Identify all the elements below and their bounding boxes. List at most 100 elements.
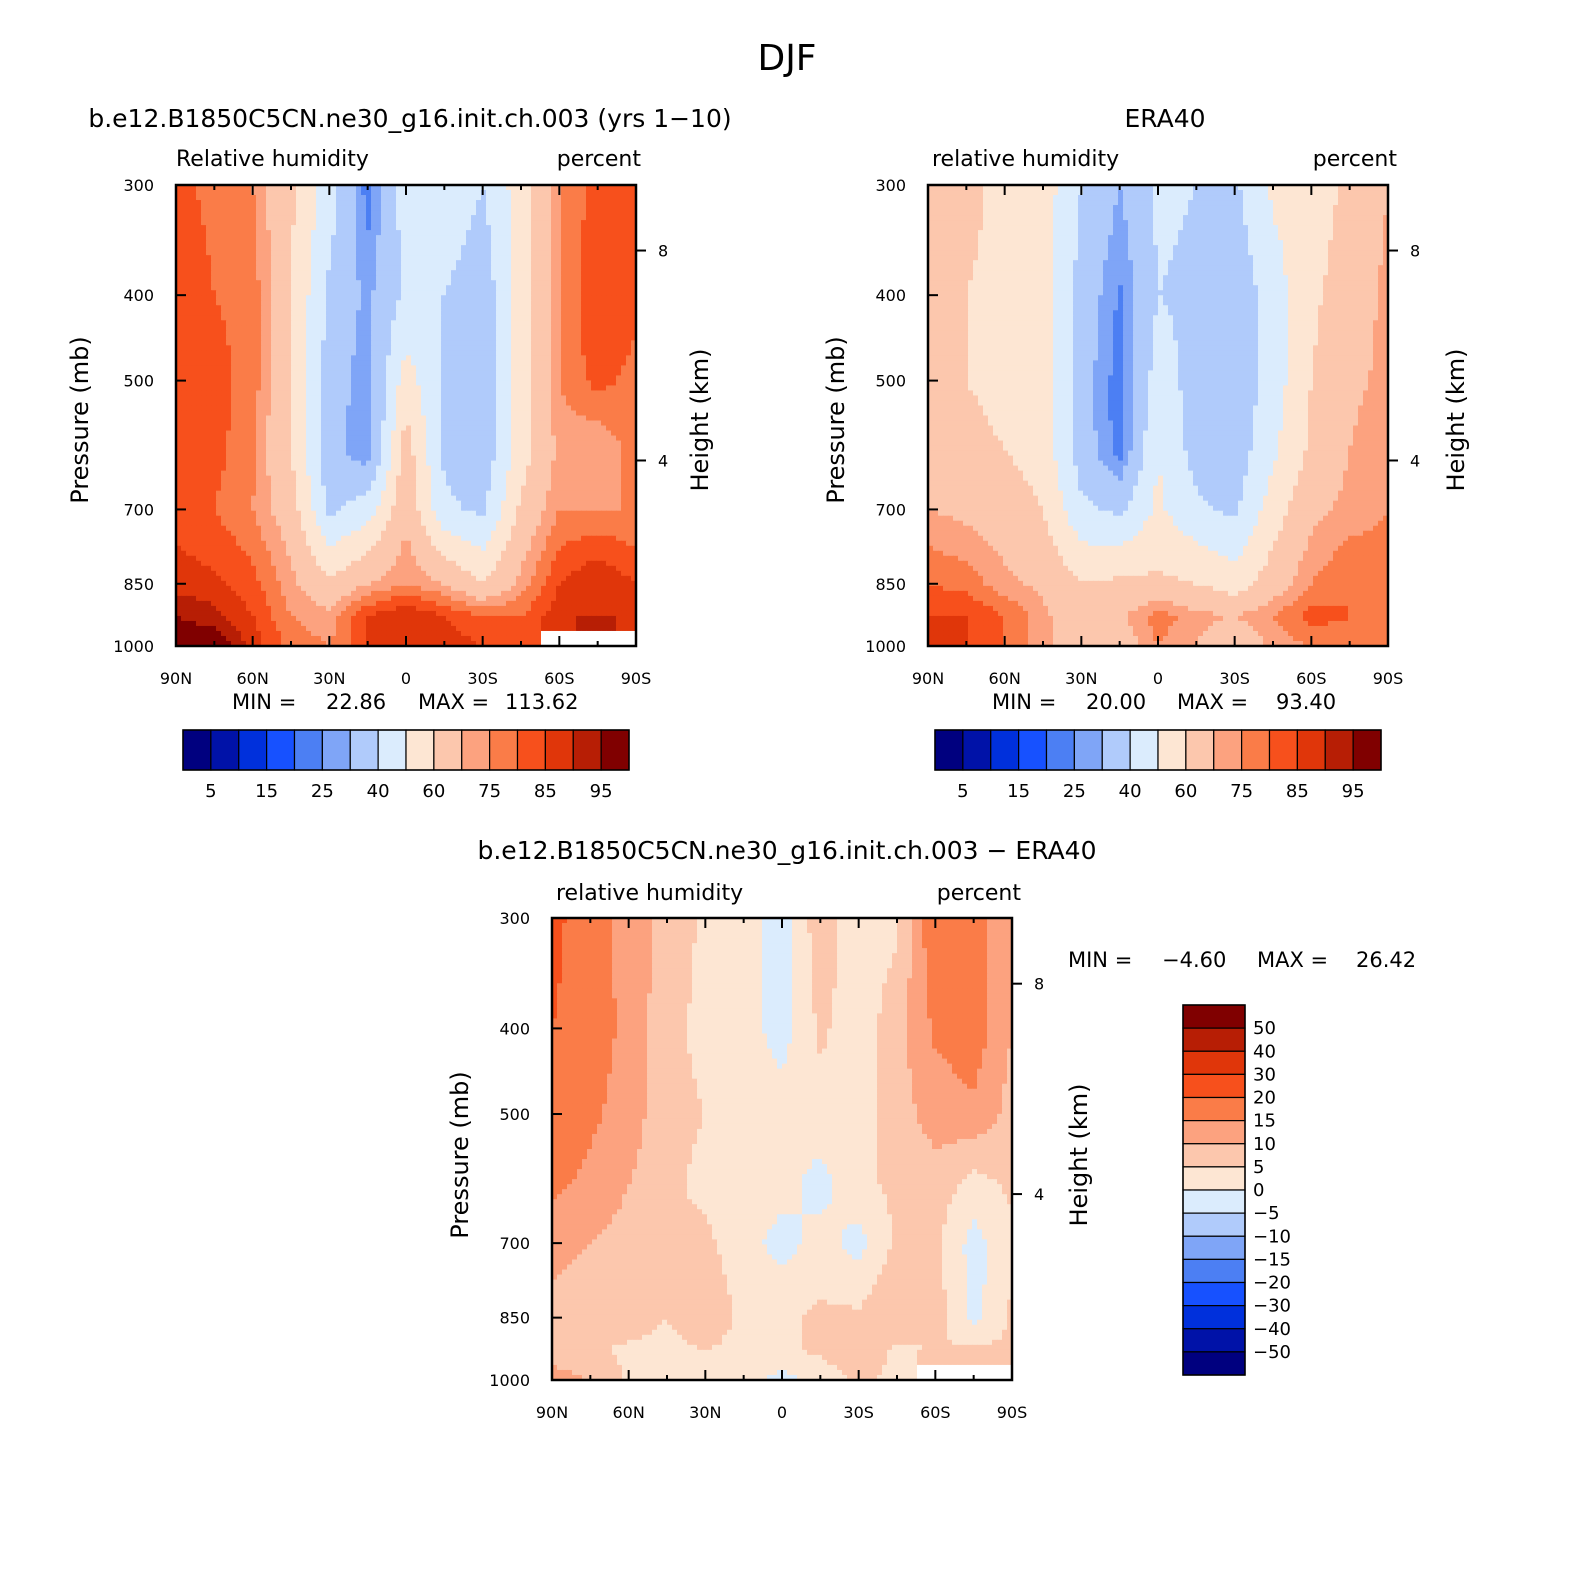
field-cell (246, 315, 252, 321)
field-cell (601, 245, 607, 251)
field-cell (441, 405, 447, 411)
field-cell (281, 410, 287, 416)
field-cell (506, 441, 512, 447)
field-cell (616, 310, 622, 316)
field-cell (596, 410, 602, 416)
field-cell (226, 335, 232, 341)
field-cell (601, 345, 607, 351)
field-cell (306, 426, 312, 432)
field-cell (251, 310, 257, 316)
field-cell (346, 260, 352, 266)
field-cell (351, 380, 357, 386)
field-cell (256, 416, 262, 422)
field-cell (246, 345, 252, 351)
field-cell (386, 210, 392, 216)
field-cell (311, 215, 317, 221)
field-cell (431, 245, 437, 251)
field-cell (281, 436, 287, 442)
field-cell (196, 260, 202, 266)
field-cell (616, 365, 622, 371)
field-cell (571, 270, 577, 276)
field-cell (276, 431, 282, 437)
field-cell (226, 405, 232, 411)
field-cell (196, 345, 202, 351)
field-cell (226, 421, 232, 427)
field-cell (496, 365, 502, 371)
field-cell (441, 416, 447, 422)
field-cell (191, 300, 197, 306)
field-cell (471, 340, 477, 346)
field-cell (246, 250, 252, 256)
field-cell (366, 245, 372, 251)
field-cell (451, 195, 457, 201)
field-cell (376, 195, 382, 201)
field-cell (471, 300, 477, 306)
field-cell (286, 390, 292, 396)
field-cell (421, 280, 427, 286)
field-cell (401, 325, 407, 331)
field-cell (376, 280, 382, 286)
field-cell (191, 315, 197, 321)
field-cell (531, 260, 537, 266)
field-cell (191, 431, 197, 437)
field-cell (316, 230, 322, 236)
field-cell (511, 220, 517, 226)
field-cell (551, 240, 557, 246)
field-cell (511, 405, 517, 411)
field-cell (201, 360, 207, 366)
field-cell (616, 436, 622, 442)
field-cell (391, 255, 397, 261)
field-cell (616, 290, 622, 296)
field-cell (221, 446, 227, 452)
field-cell (356, 355, 362, 361)
field-cell (216, 225, 222, 231)
field-cell (431, 205, 437, 211)
field-cell (271, 365, 277, 371)
field-cell (396, 280, 402, 286)
field-cell (616, 205, 622, 211)
field-cell (466, 300, 472, 306)
field-cell (466, 345, 472, 351)
field-cell (376, 315, 382, 321)
field-cell (471, 325, 477, 331)
field-cell (306, 390, 312, 396)
field-cell (621, 405, 627, 411)
field-cell (196, 400, 202, 406)
field-cell (421, 235, 427, 241)
field-cell (346, 410, 352, 416)
field-cell (486, 310, 492, 316)
field-cell (586, 395, 592, 401)
field-cell (336, 290, 342, 296)
field-cell (186, 380, 192, 386)
field-cell (526, 365, 532, 371)
field-cell (351, 390, 357, 396)
field-cell (626, 215, 632, 221)
field-cell (356, 446, 362, 452)
field-cell (201, 275, 207, 281)
field-cell (246, 335, 252, 341)
field-cell (241, 405, 247, 411)
field-cell (356, 300, 362, 306)
field-cell (276, 275, 282, 281)
field-cell (471, 285, 477, 291)
field-cell (581, 446, 587, 452)
field-cell (531, 245, 537, 251)
field-cell (306, 380, 312, 386)
field-cell (291, 350, 297, 356)
field-cell (281, 335, 287, 341)
field-cell (431, 410, 437, 416)
field-cell (416, 380, 422, 386)
field-cell (541, 390, 547, 396)
field-cell (426, 235, 432, 241)
field-cell (226, 325, 232, 331)
field-cell (196, 421, 202, 427)
field-cell (396, 245, 402, 251)
field-cell (196, 375, 202, 381)
field-cell (481, 365, 487, 371)
field-cell (251, 315, 257, 321)
field-cell (496, 360, 502, 366)
field-cell (346, 345, 352, 351)
field-cell (396, 335, 402, 341)
field-cell (281, 375, 287, 381)
field-cell (331, 255, 337, 261)
